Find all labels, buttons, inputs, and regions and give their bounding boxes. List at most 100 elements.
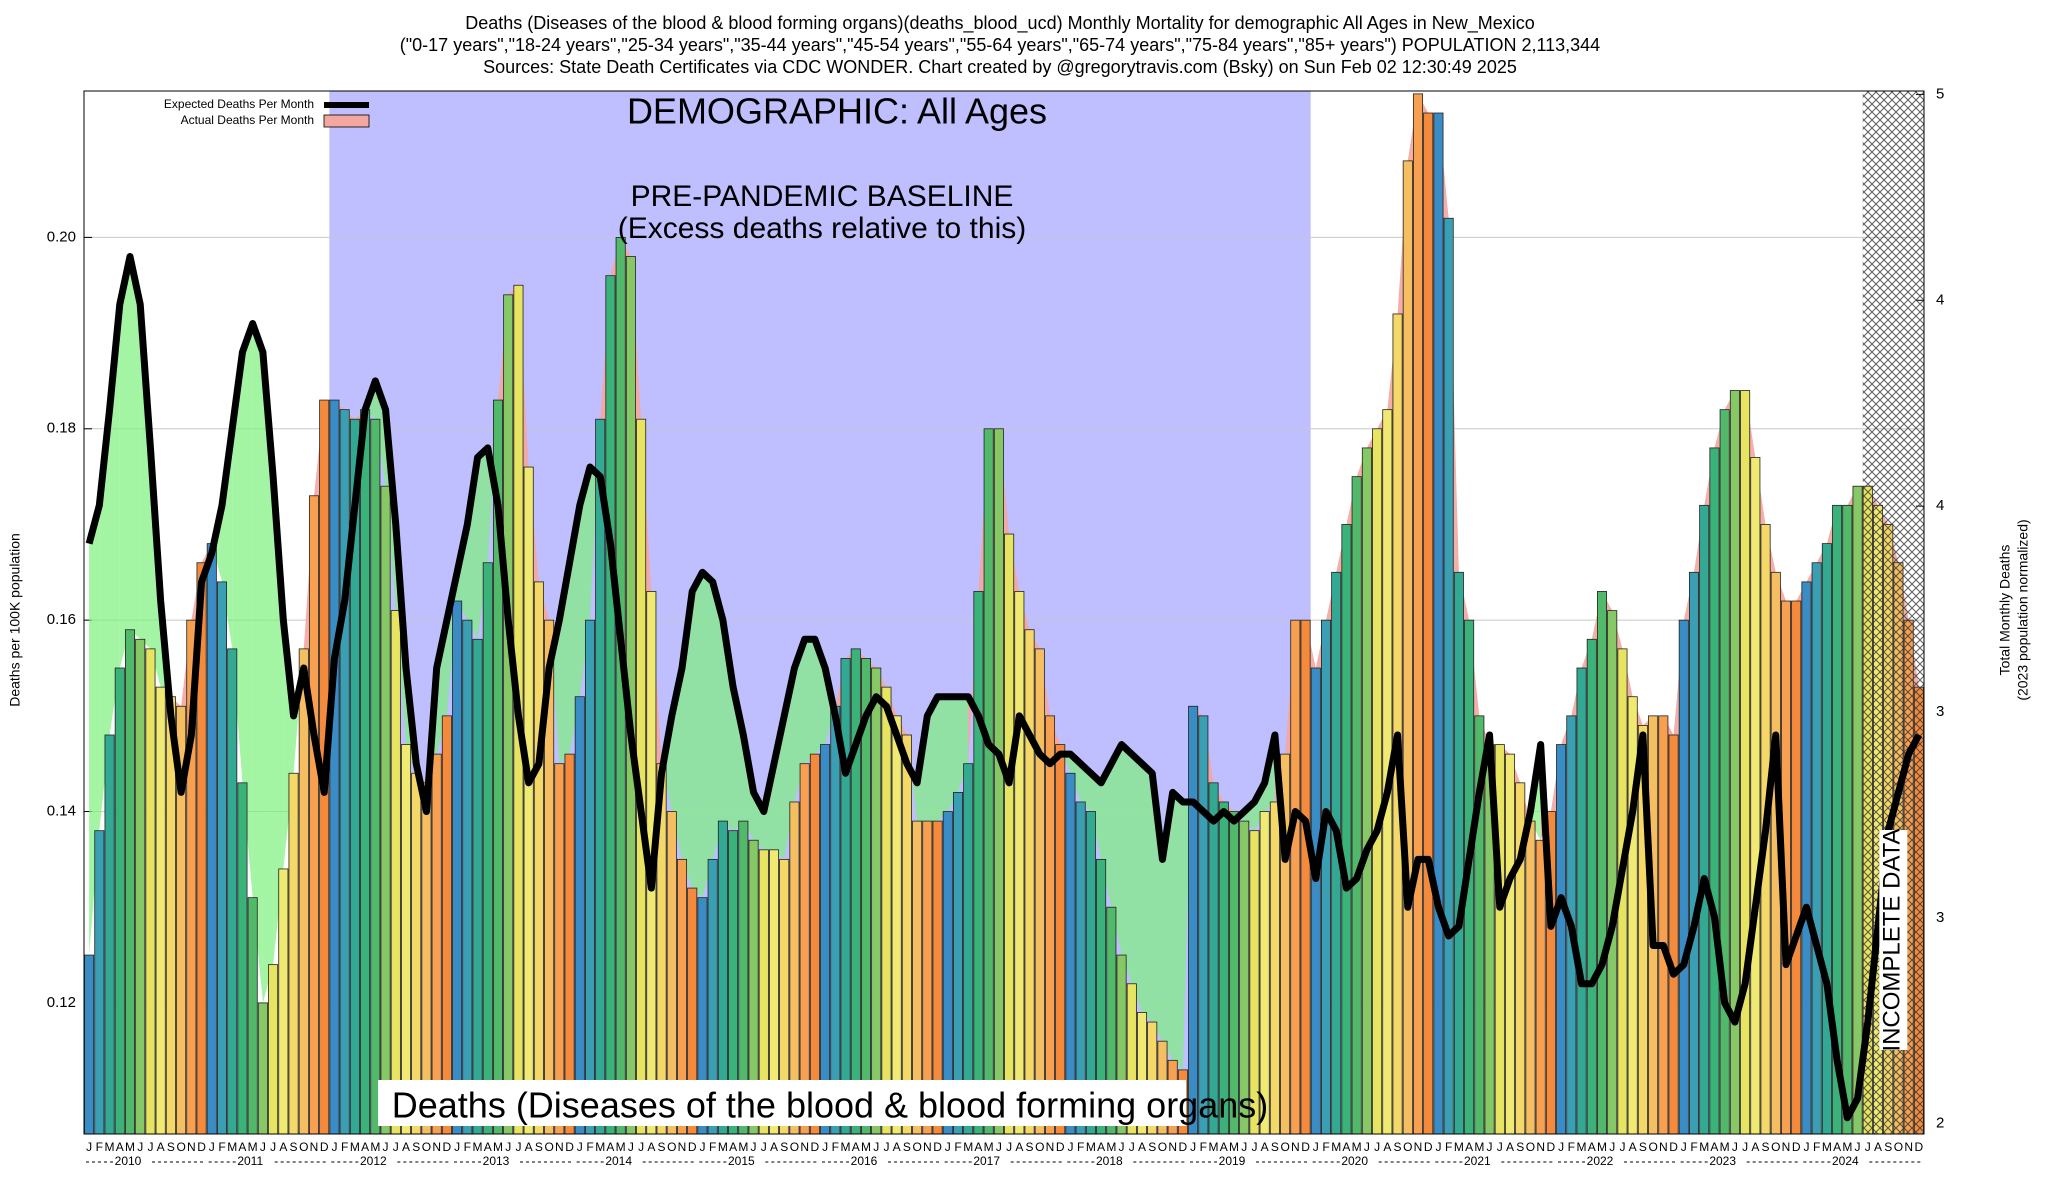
bar bbox=[1740, 390, 1751, 1135]
x-tick-label: J bbox=[383, 1140, 389, 1154]
bar bbox=[400, 744, 412, 1135]
deficit-area bbox=[947, 696, 958, 812]
x-tick-label: J bbox=[1681, 1140, 1687, 1154]
x-tick-label: N bbox=[1904, 1140, 1913, 1154]
x-tick-label: J bbox=[209, 1140, 215, 1154]
deficit-area bbox=[1172, 792, 1183, 1070]
x-tick-label: F bbox=[218, 1140, 225, 1154]
x-tick-label: D bbox=[1179, 1140, 1188, 1154]
year-label: 2014 bbox=[605, 1154, 632, 1168]
x-tick-label: A bbox=[361, 1140, 369, 1154]
x-tick-label: J bbox=[1865, 1140, 1871, 1154]
deficit-area bbox=[1090, 773, 1102, 860]
year-label: 2021 bbox=[1464, 1154, 1491, 1168]
x-tick-label: A bbox=[279, 1140, 287, 1154]
x-tick-label: F bbox=[464, 1140, 471, 1154]
bar bbox=[1504, 753, 1516, 1135]
year-label: 2022 bbox=[1587, 1154, 1614, 1168]
bar bbox=[360, 409, 371, 1135]
x-tick-label: N bbox=[1046, 1140, 1055, 1154]
x-tick-label: M bbox=[738, 1140, 748, 1154]
year-label-bg bbox=[1096, 1154, 1132, 1170]
x-tick-label: S bbox=[167, 1140, 175, 1154]
x-tick-label: A bbox=[157, 1140, 165, 1154]
x-tick-label: D bbox=[565, 1140, 574, 1154]
x-tick-label: M bbox=[1106, 1140, 1116, 1154]
x-tick-label: D bbox=[1424, 1140, 1433, 1154]
x-tick-label: S bbox=[780, 1140, 788, 1154]
year-label-bg bbox=[1586, 1154, 1623, 1170]
x-tick-label: A bbox=[1261, 1140, 1269, 1154]
bar bbox=[278, 868, 289, 1135]
bar bbox=[298, 648, 309, 1135]
x-tick-label: J bbox=[638, 1140, 644, 1154]
x-tick-label: M bbox=[350, 1140, 360, 1154]
bar bbox=[135, 638, 146, 1135]
year-label: 2024 bbox=[1832, 1154, 1859, 1168]
x-tick-label: N bbox=[800, 1140, 809, 1154]
x-tick-label: M bbox=[984, 1140, 994, 1154]
x-tick-label: J bbox=[1803, 1140, 1809, 1154]
bar bbox=[1188, 705, 1199, 1135]
y-tick-label: 0.20 bbox=[47, 228, 76, 245]
x-tick-label: A bbox=[1874, 1140, 1882, 1154]
x-tick-label: D bbox=[688, 1140, 697, 1154]
year-label: 2018 bbox=[1096, 1154, 1123, 1168]
bar bbox=[1372, 428, 1383, 1135]
bar bbox=[1269, 801, 1280, 1135]
legend-swatch bbox=[323, 114, 370, 128]
x-tick-label: J bbox=[86, 1140, 92, 1154]
x-tick-label: F bbox=[96, 1140, 103, 1154]
bar bbox=[1065, 772, 1076, 1135]
bar bbox=[799, 763, 810, 1135]
x-tick-label: D bbox=[197, 1140, 206, 1154]
year-label-bg bbox=[605, 1154, 642, 1170]
bar bbox=[1423, 112, 1434, 1135]
x-tick-label: J bbox=[331, 1140, 337, 1154]
bar bbox=[1208, 782, 1219, 1135]
x-tick-label: S bbox=[1762, 1140, 1770, 1154]
x-tick-label: M bbox=[1352, 1140, 1362, 1154]
bar bbox=[1525, 820, 1536, 1135]
deficit-area bbox=[1101, 763, 1112, 908]
bar bbox=[1801, 581, 1812, 1135]
x-tick-label: O bbox=[1158, 1140, 1167, 1154]
x-tick-label: F bbox=[1077, 1140, 1084, 1154]
x-tick-label: F bbox=[1200, 1140, 1207, 1154]
x-tick-label: J bbox=[515, 1140, 521, 1154]
bar bbox=[891, 715, 902, 1135]
x-tick-label: F bbox=[1690, 1140, 1697, 1154]
x-tick-label: O bbox=[790, 1140, 799, 1154]
baseline-label: PRE-PANDEMIC BASELINE bbox=[631, 180, 1014, 213]
x-tick-label: A bbox=[770, 1140, 778, 1154]
bar bbox=[288, 772, 299, 1135]
x-tick-label: S bbox=[1516, 1140, 1524, 1154]
bar bbox=[1668, 734, 1679, 1135]
x-tick-label: J bbox=[1374, 1140, 1380, 1154]
deficit-area bbox=[1131, 754, 1142, 1013]
bar bbox=[1811, 562, 1822, 1135]
x-tick-label: N bbox=[678, 1140, 687, 1154]
bar bbox=[1586, 638, 1597, 1135]
x-tick-label: D bbox=[443, 1140, 452, 1154]
x-tick-label: D bbox=[1301, 1140, 1310, 1154]
x-tick-label: J bbox=[996, 1140, 1002, 1154]
x-tick-label: A bbox=[1342, 1140, 1350, 1154]
bar bbox=[329, 399, 340, 1135]
bar bbox=[145, 648, 156, 1135]
deficit-area bbox=[753, 792, 764, 850]
x-tick-label: J bbox=[1497, 1140, 1503, 1154]
x-tick-label: D bbox=[1547, 1140, 1556, 1154]
bar bbox=[830, 705, 841, 1135]
bar bbox=[1709, 447, 1720, 1135]
x-tick-label: J bbox=[1558, 1140, 1564, 1154]
x-tick-label: M bbox=[227, 1140, 237, 1154]
x-tick-label: M bbox=[1209, 1140, 1219, 1154]
bar bbox=[462, 619, 473, 1135]
x-tick-label: J bbox=[1742, 1140, 1748, 1154]
deficit-area bbox=[794, 639, 805, 802]
x-tick-label: J bbox=[147, 1140, 153, 1154]
cause-label: Deaths (Diseases of the blood & blood fo… bbox=[392, 1085, 1268, 1126]
bar bbox=[257, 1002, 268, 1135]
bar bbox=[390, 610, 401, 1135]
